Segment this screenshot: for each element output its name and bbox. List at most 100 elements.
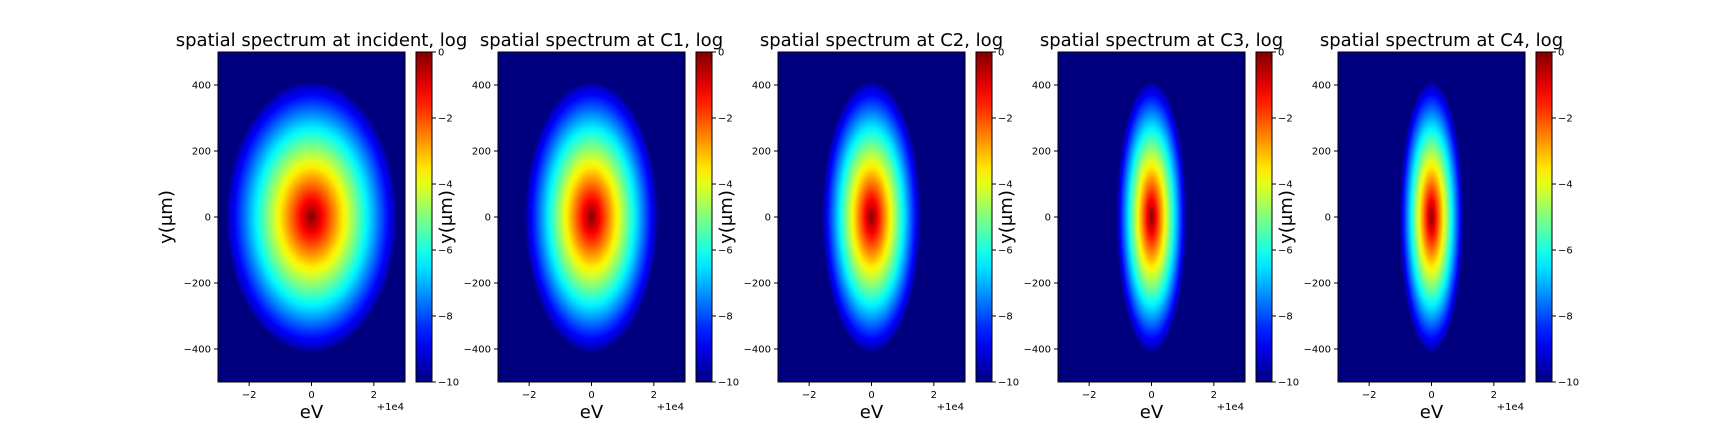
y-tick-label: −200 (1304, 279, 1331, 290)
colorbar (695, 51, 713, 383)
colorbar-tick-label: −10 (718, 378, 739, 389)
intensity-blob (526, 83, 657, 351)
subplot-4: spatial spectrum at C3, log−2 0 2+1e4eV−40… (996, 30, 1299, 423)
y-axis-label: y(μm) (156, 190, 177, 244)
colorbar-tick-label: −2 (1278, 114, 1293, 125)
x-axis-label: eV (580, 402, 604, 423)
colorbar (1535, 51, 1553, 383)
x-tick-label: 0 (588, 390, 594, 401)
x-tick-label: 0 (868, 390, 874, 401)
colorbar-tick-label: −6 (1558, 246, 1573, 257)
colorbar-tick-label: −4 (1278, 180, 1293, 191)
y-tick-label: 0 (765, 213, 771, 224)
x-tick-label: 2 (371, 390, 377, 401)
subplot-2: spatial spectrum at C1, log−2 0 2+1e4eV−40… (436, 30, 739, 423)
colorbar-tick-label: −8 (718, 312, 733, 323)
colorbar-tick-label: −10 (1558, 378, 1579, 389)
colorbar-tick-label: −10 (438, 378, 459, 389)
chart-title: spatial spectrum at incident, log (176, 30, 468, 51)
colorbar-tick-label: −10 (1278, 378, 1299, 389)
y-tick-label: 0 (485, 213, 491, 224)
colorbar-tick-label: −8 (1278, 312, 1293, 323)
y-tick-label: −400 (184, 345, 211, 356)
y-tick-label: −200 (744, 279, 771, 290)
intensity-blob (1117, 83, 1186, 351)
colorbar-tick-label: −8 (1558, 312, 1573, 323)
x-offset-label: +1e4 (657, 402, 684, 413)
chart-title: spatial spectrum at C3, log (1040, 30, 1283, 51)
colorbar-tick-label: −2 (718, 114, 733, 125)
subplot-1: spatial spectrum at incident, log −2 0 2+1e… (156, 30, 467, 423)
colorbar-tick-label: −6 (438, 246, 453, 257)
x-axis-label: eV (1420, 402, 1444, 423)
y-tick-label: 200 (1312, 147, 1331, 158)
y-tick-label: 0 (205, 213, 211, 224)
y-tick-label: 400 (1032, 81, 1051, 92)
colorbar-tick-label: 0 (718, 48, 724, 59)
x-tick-label: −2 (802, 390, 817, 401)
x-axis-label: eV (1140, 402, 1164, 423)
x-offset-label: +1e4 (377, 402, 404, 413)
y-axis-label: y(μm) (1276, 190, 1297, 244)
y-tick-label: −200 (464, 279, 491, 290)
y-tick-label: −400 (1024, 345, 1051, 356)
y-tick-label: −400 (464, 345, 491, 356)
x-tick-label: −2 (522, 390, 537, 401)
y-tick-label: −400 (1304, 345, 1331, 356)
y-tick-label: 0 (1045, 213, 1051, 224)
x-tick-label: 2 (651, 390, 657, 401)
y-axis-label: y(μm) (436, 190, 457, 244)
colorbar-tick-label: −2 (438, 114, 453, 125)
intensity-blob (227, 83, 396, 351)
colorbar-tick-label: 0 (1558, 48, 1564, 59)
y-tick-label: 200 (752, 147, 771, 158)
colorbar-tick-label: −6 (718, 246, 733, 257)
intensity-blob (1400, 83, 1463, 351)
subplot-5: spatial spectrum at C4, log−2 0 2+1e4eV−40… (1276, 30, 1579, 423)
y-tick-label: 200 (192, 147, 211, 158)
x-tick-label: 2 (931, 390, 937, 401)
y-tick-label: −200 (184, 279, 211, 290)
y-tick-label: 400 (472, 81, 491, 92)
x-tick-label: 0 (1428, 390, 1434, 401)
chart-title: spatial spectrum at C4, log (1320, 30, 1563, 51)
colorbar (1255, 51, 1273, 383)
x-axis-label: eV (300, 402, 324, 423)
colorbar-tick-label: −4 (1558, 180, 1573, 191)
y-axis-label: y(μm) (996, 190, 1017, 244)
x-offset-label: +1e4 (1217, 402, 1244, 413)
y-tick-label: 400 (752, 81, 771, 92)
subplot-3: spatial spectrum at C2, log −2 0 2+1e4 eV −40… (716, 30, 1019, 423)
x-tick-label: −2 (242, 390, 257, 401)
colorbar-tick-label: −10 (998, 378, 1019, 389)
y-tick-label: −400 (744, 345, 771, 356)
colorbar-tick-label: −6 (998, 246, 1013, 257)
x-tick-label: 2 (1211, 390, 1217, 401)
colorbar-tick-label: −4 (438, 180, 453, 191)
colorbar-tick-label: −2 (998, 114, 1013, 125)
x-tick-label: −2 (1362, 390, 1377, 401)
x-axis-label: eV (860, 402, 884, 423)
x-tick-label: 0 (1148, 390, 1154, 401)
x-tick-label: 0 (308, 390, 314, 401)
chart-title: spatial spectrum at C1, log (480, 30, 723, 51)
colorbar-tick-label: −8 (998, 312, 1013, 323)
y-tick-label: 200 (472, 147, 491, 158)
x-offset-label: +1e4 (937, 402, 964, 413)
y-tick-label: 0 (1325, 213, 1331, 224)
chart-title: spatial spectrum at C2, log (760, 30, 1003, 51)
x-tick-label: 2 (1491, 390, 1497, 401)
intensity-blob (823, 83, 920, 351)
y-tick-label: 200 (1032, 147, 1051, 158)
colorbar-tick-label: −2 (1558, 114, 1573, 125)
x-tick-label: −2 (1082, 390, 1097, 401)
y-tick-label: 400 (1312, 81, 1331, 92)
colorbar-tick-label: −6 (1278, 246, 1293, 257)
colorbar (415, 51, 433, 383)
colorbar-tick-label: 0 (438, 48, 444, 59)
y-tick-label: 400 (192, 81, 211, 92)
colorbar-tick-label: −8 (438, 312, 453, 323)
colorbar-tick-label: 0 (998, 48, 1004, 59)
x-offset-label: +1e4 (1497, 402, 1524, 413)
